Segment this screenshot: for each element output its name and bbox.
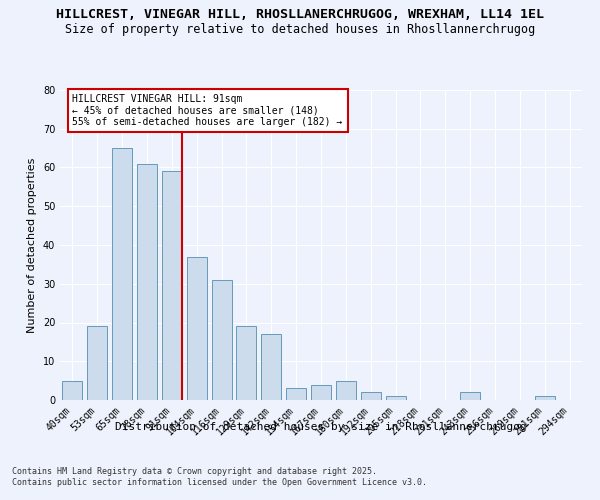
Text: HILLCREST, VINEGAR HILL, RHOSLLANERCHRUGOG, WREXHAM, LL14 1EL: HILLCREST, VINEGAR HILL, RHOSLLANERCHRUG… — [56, 8, 544, 20]
Bar — [162, 172, 182, 400]
Bar — [88, 326, 107, 400]
Bar — [62, 380, 82, 400]
Bar — [311, 384, 331, 400]
Bar — [137, 164, 157, 400]
Bar — [212, 280, 232, 400]
Text: Size of property relative to detached houses in Rhosllannerchrugog: Size of property relative to detached ho… — [65, 22, 535, 36]
Bar — [236, 326, 256, 400]
Bar — [535, 396, 554, 400]
Bar — [336, 380, 356, 400]
Bar — [361, 392, 380, 400]
Bar — [460, 392, 480, 400]
Bar — [187, 256, 206, 400]
Text: Contains HM Land Registry data © Crown copyright and database right 2025.
Contai: Contains HM Land Registry data © Crown c… — [12, 468, 427, 487]
Bar — [386, 396, 406, 400]
Bar — [262, 334, 281, 400]
Bar — [112, 148, 132, 400]
Y-axis label: Number of detached properties: Number of detached properties — [27, 158, 37, 332]
Bar — [286, 388, 306, 400]
Text: HILLCREST VINEGAR HILL: 91sqm
← 45% of detached houses are smaller (148)
55% of : HILLCREST VINEGAR HILL: 91sqm ← 45% of d… — [73, 94, 343, 127]
Text: Distribution of detached houses by size in Rhosllannerchrugog: Distribution of detached houses by size … — [115, 422, 527, 432]
